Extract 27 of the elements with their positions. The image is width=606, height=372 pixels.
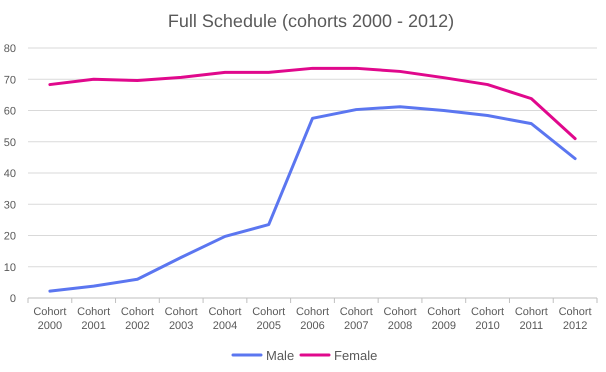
y-tick-label: 20 [4, 230, 16, 242]
x-tick-label: Cohort 2000 [33, 306, 66, 332]
x-tick-label: Cohort 2005 [252, 306, 286, 332]
x-tick-label: Cohort 2006 [296, 306, 330, 332]
x-tick-label: Cohort 2004 [208, 306, 242, 332]
x-tick-label: Cohort 2009 [427, 306, 460, 332]
x-tick-label: Cohort 2010 [471, 306, 504, 332]
x-tick-label: Cohort 2012 [558, 306, 592, 332]
y-tick-label: 0 [10, 293, 16, 305]
y-tick-label: 40 [4, 168, 16, 180]
legend-label: Female [334, 348, 378, 363]
y-tick-label: 50 [4, 136, 16, 149]
chart-title: Full Schedule (cohorts 2000 - 2012) [168, 11, 454, 31]
x-tick-label: Cohort 2008 [384, 306, 417, 332]
y-tick-label: 70 [4, 74, 16, 86]
y-tick-label: 60 [4, 106, 16, 118]
x-tick-label: Cohort 2001 [77, 306, 110, 332]
legend-label: Male [266, 348, 294, 363]
x-tick-label: Cohort 2002 [120, 306, 154, 332]
x-tick-label: Cohort 2007 [340, 306, 373, 332]
y-tick-label: 30 [4, 199, 16, 212]
y-tick-label: 10 [4, 262, 16, 274]
x-tick-label: Cohort 2011 [514, 306, 548, 332]
x-tick-label: Cohort 2003 [164, 306, 198, 332]
line-series [48, 66, 577, 140]
line-series [48, 105, 577, 293]
y-tick-label: 80 [4, 43, 16, 55]
